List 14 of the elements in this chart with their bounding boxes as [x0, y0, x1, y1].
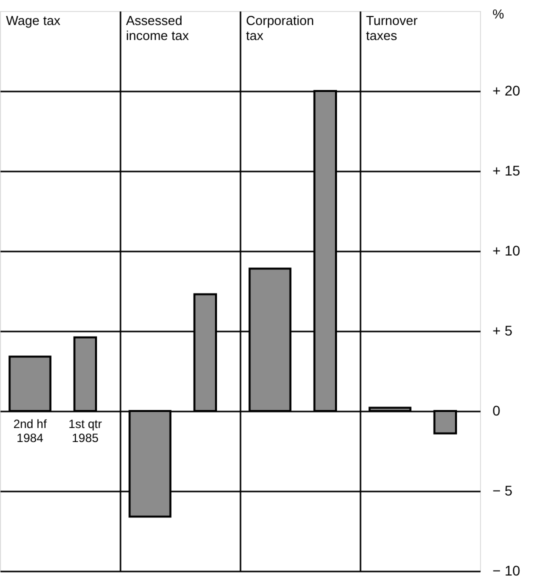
- y-tick-label: 0: [492, 402, 500, 418]
- y-tick-label: + 15: [492, 162, 520, 178]
- y-tick-label: + 5: [492, 322, 513, 338]
- y-tick-label: + 10: [492, 242, 520, 258]
- x-tick-label: Assessed income tax: [126, 13, 190, 43]
- x-tick-label: Turnover taxes: [366, 13, 418, 43]
- y-tick-label: − 5: [492, 482, 513, 498]
- y-tick-label: − 10: [492, 562, 520, 578]
- x-tick-label: Corporation tax: [246, 13, 314, 43]
- series-label: 1st qtr 1985: [68, 417, 102, 445]
- y-axis-title: %: [492, 6, 504, 22]
- x-tick-label: Wage tax: [6, 13, 61, 28]
- y-tick-label: + 20: [492, 82, 520, 98]
- series-label: 2nd hf 1984: [13, 417, 48, 445]
